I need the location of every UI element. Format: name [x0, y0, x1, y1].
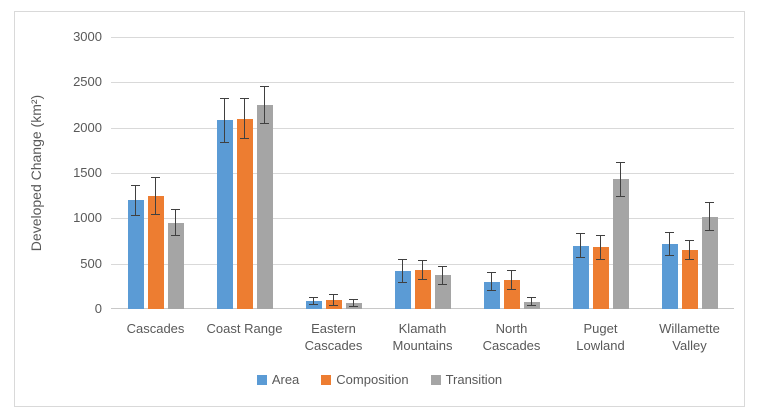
legend-item-transition: Transition	[430, 372, 503, 387]
bar-group	[111, 37, 200, 309]
bar-area	[216, 120, 233, 309]
bar-area	[394, 270, 411, 309]
gridline	[111, 173, 734, 174]
x-category-label: Eastern Cascades	[304, 321, 363, 353]
bar-composition	[147, 195, 164, 309]
bar-group	[200, 37, 289, 309]
error-bar	[171, 209, 180, 237]
y-tick-label: 0	[94, 301, 102, 316]
gridline	[111, 218, 734, 220]
x-category-label: Coast Range	[206, 321, 283, 336]
bar-transition	[167, 222, 184, 309]
bar-group	[289, 37, 378, 309]
chart-frame: Developed Change (km²) Cascades Coast Ran…	[14, 11, 745, 407]
gridline	[111, 82, 734, 84]
bar-area	[483, 281, 500, 309]
error-bar	[596, 235, 605, 260]
x-category-label: Klamath Mountains	[392, 321, 453, 353]
error-bar	[151, 176, 160, 215]
bar-composition	[236, 118, 253, 309]
bar-transition	[701, 216, 718, 309]
error-bar	[309, 296, 318, 305]
x-category-label: Cascades	[126, 321, 185, 336]
error-bar	[418, 259, 427, 281]
error-bar	[507, 270, 516, 290]
y-tick-label: 1000	[73, 210, 102, 226]
bar-transition	[612, 179, 629, 309]
bar-group	[378, 37, 467, 309]
error-bar	[398, 259, 407, 283]
error-bar	[576, 233, 585, 258]
error-bar	[616, 162, 625, 197]
y-tick-label: 2000	[73, 119, 102, 135]
x-category-label: North Cascades	[482, 321, 541, 353]
x-category-label: Puget Lowland	[576, 321, 625, 353]
legend: Area Composition Transition	[15, 372, 744, 387]
bar-transition	[256, 105, 273, 309]
error-bar	[329, 293, 338, 307]
bar-group	[556, 37, 645, 309]
error-bar	[240, 98, 249, 139]
error-bar	[131, 184, 140, 216]
gridline	[111, 37, 734, 38]
y-tick-label: 500	[80, 255, 102, 271]
legend-swatch-icon	[430, 374, 441, 385]
bar-composition	[503, 280, 520, 309]
bar-composition	[592, 247, 609, 309]
error-bar	[260, 85, 269, 125]
y-tick-label: 3000	[73, 29, 102, 44]
error-bar	[685, 240, 694, 261]
plot-area	[111, 37, 734, 309]
legend-item-composition: Composition	[321, 372, 409, 387]
legend-label: Composition	[336, 372, 409, 387]
bar-transition	[434, 275, 451, 309]
bar-area	[127, 200, 144, 309]
x-category-label: Willamette Valley	[659, 321, 720, 353]
bar-composition	[681, 250, 698, 309]
bar-area	[572, 245, 589, 309]
legend-item-area: Area	[256, 372, 300, 387]
y-tick-label: 2500	[73, 74, 102, 90]
error-bar	[527, 297, 536, 307]
bar-area	[661, 243, 678, 309]
error-bar	[665, 231, 674, 256]
error-bar	[487, 272, 496, 292]
error-bar	[705, 202, 714, 231]
y-tick-label: 1500	[73, 165, 102, 180]
bar-group	[467, 37, 556, 309]
legend-label: Area	[271, 372, 300, 387]
error-bar	[349, 298, 358, 307]
error-bar	[438, 265, 447, 285]
bar-area	[305, 300, 322, 309]
bar-group	[645, 37, 734, 309]
legend-label: Transition	[445, 372, 503, 387]
legend-swatch-icon	[321, 374, 332, 385]
gridline	[111, 127, 734, 129]
error-bar	[220, 97, 229, 144]
legend-swatch-icon	[256, 374, 267, 385]
